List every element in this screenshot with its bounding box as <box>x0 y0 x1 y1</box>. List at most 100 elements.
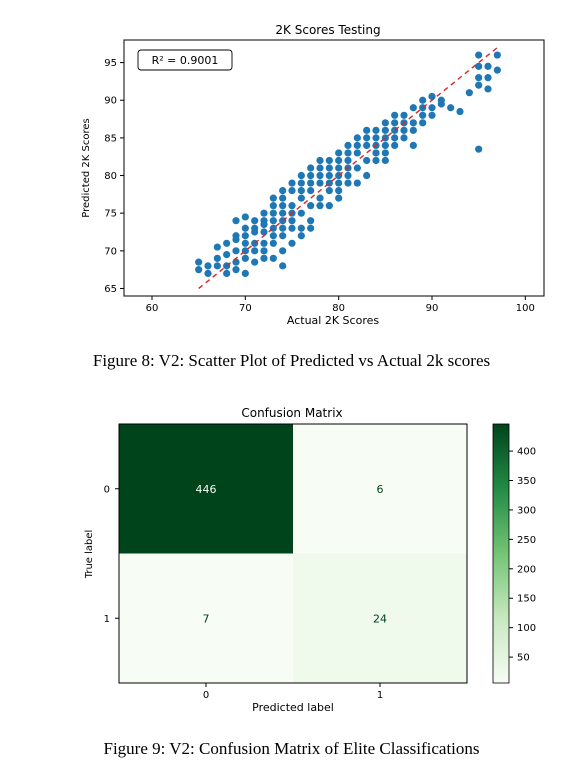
scatter-point <box>475 81 483 89</box>
y-tick-label: 70 <box>104 246 117 257</box>
scatter-x-ticks: 60 70 80 90 100 <box>146 296 535 314</box>
scatter-point <box>297 171 305 180</box>
scatter-point <box>279 232 287 240</box>
scatter-point <box>260 239 268 247</box>
scatter-point <box>297 209 305 217</box>
scatter-point <box>204 262 212 270</box>
scatter-point <box>223 239 231 247</box>
scatter-point <box>316 171 324 180</box>
scatter-point <box>344 179 352 187</box>
colorbar <box>492 423 510 684</box>
x-tick-label: 80 <box>332 303 345 314</box>
scatter-point <box>325 186 333 195</box>
scatter-point <box>232 217 240 225</box>
scatter-point <box>316 156 324 165</box>
scatter-title: 2K Scores Testing <box>275 23 380 37</box>
x-tick-label: 60 <box>146 303 159 314</box>
figure-8-caption: Figure 8: V2: Scatter Plot of Predicted … <box>92 351 491 370</box>
scatter-point <box>428 92 436 101</box>
confusion-ticks: 0 1 0 1 <box>104 484 384 701</box>
scatter-point <box>372 156 380 165</box>
r-squared-label: R² = 0.9001 <box>152 54 219 67</box>
scatter-point <box>353 164 361 172</box>
scatter-point <box>279 202 287 210</box>
scatter-point <box>353 179 361 187</box>
colorbar-tick-label: 200 <box>517 564 536 575</box>
scatter-point <box>213 262 221 270</box>
scatter-point <box>335 186 343 195</box>
scatter-point <box>241 239 249 247</box>
scatter-point <box>465 89 473 97</box>
colorbar-tick-label: 350 <box>517 476 536 487</box>
scatter-point <box>307 217 315 225</box>
scatter-point <box>372 134 380 142</box>
scatter-point <box>251 258 259 266</box>
confusion-cell-value: 6 <box>377 483 384 496</box>
scatter-point <box>363 156 371 165</box>
scatter-point <box>381 149 389 157</box>
scatter-point <box>288 186 296 195</box>
scatter-point <box>353 134 361 142</box>
scatter-point <box>204 269 212 278</box>
scatter-point <box>391 141 399 150</box>
scatter-point <box>335 156 343 165</box>
scatter-point <box>325 164 333 172</box>
scatter-point <box>279 262 287 270</box>
colorbar-tick-label: 150 <box>517 594 536 605</box>
scatter-point <box>195 266 203 274</box>
confusion-cell <box>119 553 293 683</box>
scatter-point <box>325 202 333 210</box>
confusion-cell-value: 446 <box>196 483 217 496</box>
scatter-point <box>260 220 268 229</box>
scatter-point <box>288 179 296 187</box>
scatter-point <box>400 111 408 119</box>
scatter-point <box>475 51 483 59</box>
scatter-point <box>195 258 203 266</box>
scatter-point <box>363 171 371 180</box>
scatter-point <box>381 119 389 127</box>
scatter-point <box>232 235 240 244</box>
scatter-point <box>391 134 399 142</box>
x-tick-label: 100 <box>516 303 535 314</box>
scatter-point <box>251 217 259 225</box>
colorbar-ticks: 50 100 150 200 250 300 350 400 <box>509 447 536 664</box>
scatter-point <box>344 149 352 157</box>
y-tick-label: 95 <box>104 58 117 69</box>
scatter-point <box>381 156 389 165</box>
scatter-point <box>419 111 427 119</box>
scatter-point <box>213 254 221 262</box>
scatter-point <box>344 141 352 150</box>
scatter-point <box>297 179 305 187</box>
scatter-chart: 2K Scores Testing 60 70 80 90 100 65 70 75 80 85… <box>81 23 545 327</box>
scatter-point <box>484 85 492 93</box>
scatter-point <box>288 239 296 247</box>
scatter-y-axis-label: Predicted 2K Scores <box>81 118 92 217</box>
scatter-point <box>363 141 371 150</box>
scatter-point <box>260 254 268 262</box>
y-tick-label: 65 <box>104 284 117 295</box>
scatter-point <box>307 186 315 195</box>
scatter-point <box>307 202 315 210</box>
confusion-frame <box>118 423 468 684</box>
scatter-point <box>419 119 427 127</box>
scatter-point <box>335 179 343 187</box>
scatter-point <box>475 74 483 82</box>
scatter-point <box>279 224 287 232</box>
scatter-point <box>493 66 501 74</box>
scatter-point <box>456 107 464 116</box>
scatter-point <box>269 232 277 240</box>
reference-line <box>198 46 498 290</box>
scatter-point <box>391 111 399 119</box>
y-tick-label: 80 <box>104 171 117 182</box>
scatter-point <box>409 141 417 150</box>
scatter-point <box>297 186 305 195</box>
scatter-point <box>484 62 492 70</box>
scatter-point <box>372 126 380 134</box>
scatter-point <box>307 171 315 180</box>
scatter-point <box>269 217 277 225</box>
scatter-point <box>288 202 296 210</box>
scatter-point <box>223 269 231 278</box>
confusion-x-axis-label: Predicted label <box>252 701 334 714</box>
confusion-matrix-chart: Confusion Matrix 446 6 7 24 0 1 0 1 Predicted … <box>84 406 536 714</box>
x-tick-label: 0 <box>203 690 209 701</box>
